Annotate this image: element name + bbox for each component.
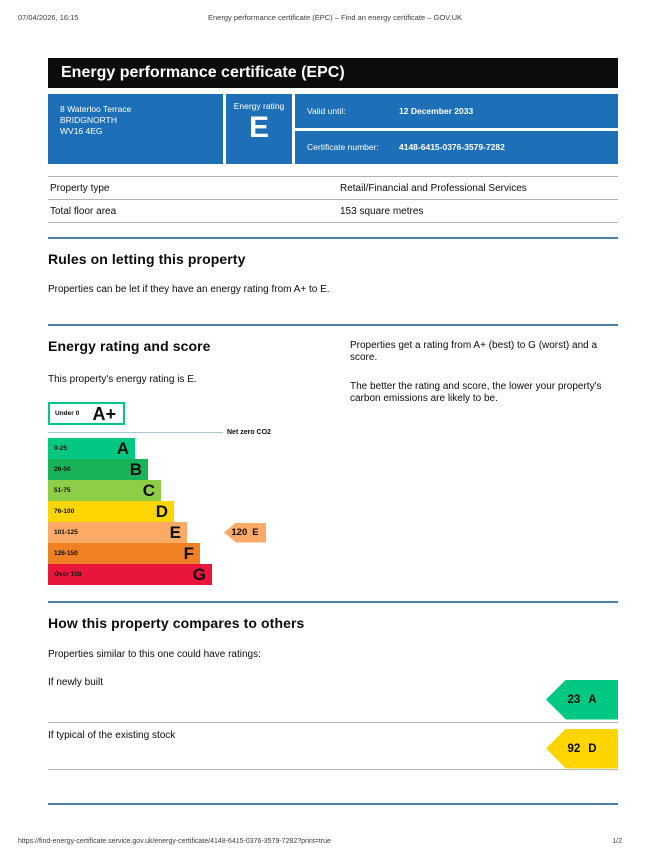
band-letter: C <box>142 481 155 500</box>
certificate-number-label: Certificate number: <box>307 142 379 153</box>
section-divider <box>48 237 618 239</box>
rating-heading: Energy rating and score <box>48 337 211 354</box>
valid-until-row: Valid until: 12 December 2033 <box>295 94 618 128</box>
rating-section: Energy rating and score This property's … <box>48 337 618 586</box>
band-letter: B <box>129 460 142 479</box>
epc-band: 76-100 D <box>48 501 174 522</box>
band-range-label: 51-75 <box>54 487 71 494</box>
epc-band: 126-150 F <box>48 543 200 564</box>
compare-letter: A <box>588 693 597 706</box>
section-divider <box>48 601 618 603</box>
page-number: 1/2 <box>612 838 622 845</box>
floor-area-value: 153 square metres <box>340 206 424 217</box>
net-zero-marker: Net zero CO2 <box>48 428 350 436</box>
epc-band: 26-50 B <box>48 459 148 480</box>
compare-label: If typical of the existing stock <box>48 729 176 741</box>
band-range-label: 26-50 <box>54 466 71 473</box>
band-letter: A+ <box>92 403 116 424</box>
property-type-label: Property type <box>50 183 110 194</box>
epc-rating-chart: Under 0 A+ Net zero CO2 120 E 0-25 A 26-… <box>48 402 350 585</box>
rating-arrow-existing-stock: 92 D <box>546 728 618 769</box>
property-address: 8 Waterloo Terrace BRIDGNORTH WV16 4EG <box>48 94 223 164</box>
table-row: Property type Retail/Financial and Profe… <box>48 177 618 200</box>
rating-chart-column: Energy rating and score This property's … <box>48 337 350 585</box>
band-range-label: Under 0 <box>55 410 80 417</box>
table-row: Total floor area 153 square metres <box>48 200 618 223</box>
print-doc-title: Energy performance certificate (EPC) – F… <box>207 13 462 22</box>
address-line-1: 8 Waterloo Terrace <box>60 104 132 114</box>
band-range-label: 101-125 <box>54 529 78 536</box>
current-rating-arrow: 120 E <box>224 522 266 543</box>
energy-rating-label: Energy rating <box>233 101 285 111</box>
compare-letter: D <box>588 742 597 755</box>
certificate-page: Energy performance certificate (EPC) 8 W… <box>48 58 618 805</box>
compare-table: If newly built 23 A If typical of the ex… <box>48 670 618 770</box>
band-range-label: 76-100 <box>54 508 75 515</box>
certificate-number-row: Certificate number: 4148-6415-0376-3579-… <box>295 130 618 164</box>
property-type-value: Retail/Financial and Professional Servic… <box>340 183 527 194</box>
epc-band: 101-125 E <box>48 522 187 543</box>
net-zero-label: Net zero CO2 <box>227 428 271 436</box>
section-divider <box>48 323 618 326</box>
net-zero-line <box>48 431 223 433</box>
band-letter: A <box>116 439 129 458</box>
energy-rating-box: Energy rating E <box>226 94 292 164</box>
compare-score: 23 <box>567 693 581 706</box>
compare-score: 92 <box>567 742 581 755</box>
epc-band: 51-75 C <box>48 480 161 501</box>
print-datetime: 07/04/2026, 16:15 <box>18 13 79 22</box>
compare-label: If newly built <box>48 676 104 688</box>
energy-rating-value: E <box>248 111 269 144</box>
certificate-title-banner: Energy performance certificate (EPC) <box>48 58 618 88</box>
band-letter: E <box>169 523 181 542</box>
compare-row-existing-stock: If typical of the existing stock 92 D <box>48 723 618 770</box>
rating-explanation-column: Properties get a rating from A+ (best) t… <box>350 338 618 586</box>
property-details-table: Property type Retail/Financial and Profe… <box>48 176 618 223</box>
floor-area-label: Total floor area <box>50 206 117 217</box>
rating-arrow-newly-built: 23 A <box>546 679 618 720</box>
compare-heading: How this property compares to others <box>48 615 305 631</box>
epc-band: Over 150 G <box>48 564 212 585</box>
section-divider <box>48 802 618 805</box>
validity-box: Valid until: 12 December 2033 Certificat… <box>295 94 618 164</box>
compare-intro: Properties similar to this one could hav… <box>48 649 261 660</box>
current-letter: E <box>252 527 259 538</box>
print-url: https://find-energy-certificate.service.… <box>18 838 331 845</box>
rules-body: Properties can be let if they have an en… <box>48 284 330 295</box>
rules-heading: Rules on letting this property <box>48 251 246 267</box>
epc-band-a-plus: Under 0 A+ <box>48 402 125 425</box>
compare-section: How this property compares to others Pro… <box>48 615 618 770</box>
address-line-2: BRIDGNORTH <box>60 115 117 125</box>
band-range-label: 0-25 <box>54 445 68 452</box>
band-letter: D <box>155 502 168 521</box>
valid-until-label: Valid until: <box>307 105 346 116</box>
band-letter: G <box>192 565 206 584</box>
rating-explain-2: The better the rating and score, the low… <box>350 380 602 405</box>
band-letter: F <box>183 544 194 563</box>
address-line-3: WV16 4EG <box>60 126 103 136</box>
epc-bands: 120 E 0-25 A 26-50 B 51-75 C 76-100 D 10… <box>48 438 350 585</box>
band-range-label: 126-150 <box>54 550 78 557</box>
epc-band: 0-25 A <box>48 438 135 459</box>
valid-until-value: 12 December 2033 <box>399 105 474 116</box>
compare-row-newly-built: If newly built 23 A <box>48 670 618 723</box>
band-range-label: Over 150 <box>54 571 82 578</box>
rating-intro: This property's energy rating is E. <box>48 373 197 385</box>
certificate-number-value: 4148-6415-0376-3579-7282 <box>399 142 505 153</box>
current-score: 120 <box>231 527 248 538</box>
certificate-summary: 8 Waterloo Terrace BRIDGNORTH WV16 4EG E… <box>48 94 618 164</box>
rating-explain-1: Properties get a rating from A+ (best) t… <box>350 339 598 364</box>
